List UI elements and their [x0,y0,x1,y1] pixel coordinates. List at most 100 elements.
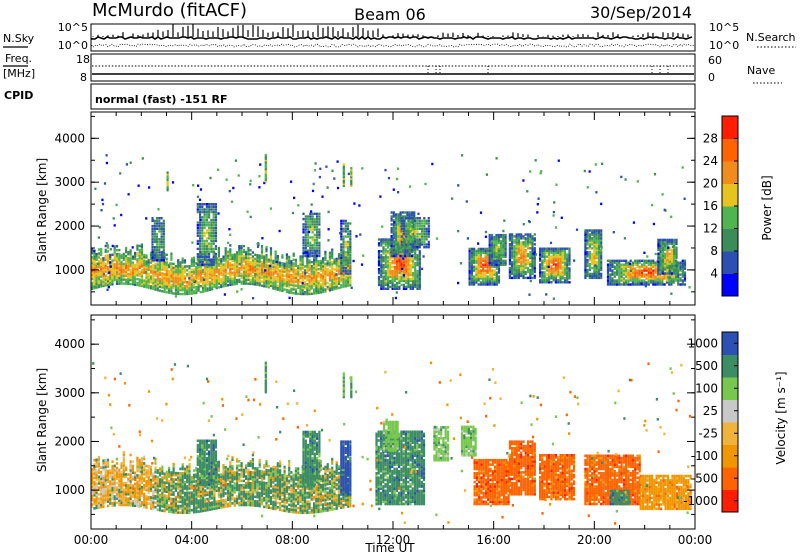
power-cell [143,253,146,257]
power-cell [515,247,518,250]
power-cell [473,255,476,258]
power-cell [199,208,202,211]
power-cell [508,237,511,240]
power-cell [326,262,329,265]
power-cell [405,232,408,236]
power-cell [416,242,419,245]
power-cell [588,237,591,240]
power-cell [256,267,259,271]
power-cell [593,262,596,266]
power-cell [210,247,213,251]
power-cell [288,281,291,284]
power-cell [127,258,130,262]
power-cell [400,240,403,244]
power-cell [413,211,416,214]
power-cell [245,252,248,256]
power-cell [158,256,161,259]
power-cell [638,273,641,276]
power-cell [297,284,300,288]
power-cell [407,240,410,244]
power-cell [389,281,392,285]
power-cell [609,267,612,270]
power-cell [643,275,646,278]
power-cell [588,247,591,250]
power-cell [418,240,421,244]
power-cell [566,273,569,276]
power-cell [240,274,243,277]
power-cell [125,264,128,268]
power-cell [475,257,478,260]
power-cell [331,169,334,172]
power-cell [584,251,587,254]
power-cell [160,251,163,254]
power-cell [272,277,275,280]
power-cell [405,238,408,241]
power-cell [531,270,534,274]
power-cell [260,276,264,279]
power-cell [529,251,532,254]
power-cell [203,216,206,219]
power-cell [675,260,678,263]
power-cell [203,234,206,237]
power-cell [656,279,659,282]
power-cell [197,271,200,274]
power-cell [408,215,411,218]
power-cell [681,267,684,270]
power-cell [138,250,141,254]
power-cell [297,268,300,272]
power-cell [418,224,421,228]
power-cell [205,203,208,206]
power-cell [490,263,494,266]
power-cell [515,253,518,256]
power-cell [149,269,153,272]
power-cell [319,291,322,294]
power-cell [306,261,309,264]
power-cell [267,284,270,287]
power-cell [242,256,245,260]
power-cell [242,244,245,248]
power-cell [384,244,387,247]
power-cell [384,242,387,245]
power-cell [659,242,662,246]
power-cell [566,265,569,268]
power-cell [290,262,293,265]
power-cell [488,235,491,239]
power-cell [163,272,166,276]
power-cell [636,271,639,274]
power-cell [559,251,562,254]
power-cell [664,252,667,255]
power-cell [251,257,254,260]
power-cell [508,276,511,280]
power-cell [158,238,161,241]
power-cell [220,269,223,273]
power-cell [313,290,316,293]
power-cell [377,244,381,247]
power-cell [377,258,381,261]
power-cell [457,184,460,187]
power-cell [179,292,182,296]
power-cell [125,270,128,273]
power-cell [504,249,507,253]
power-cell [382,283,385,287]
power-cell [233,267,236,270]
power-cell [315,282,318,285]
power-cell [408,246,411,250]
power-cell [309,228,312,231]
power-cell [344,224,347,228]
power-cell [111,275,114,278]
power-cell [308,259,311,262]
power-cell [495,275,498,278]
power-cell [389,238,392,241]
power-cell [479,273,482,276]
power-cell [301,287,304,290]
power-cell [220,262,223,265]
power-cell [149,281,153,284]
power-cell [588,243,591,246]
power-cell [597,229,601,232]
power-cell [495,247,498,251]
power-cell [318,175,321,179]
power-cell [522,255,525,258]
power-cell [152,287,155,291]
power-cell [226,256,230,259]
power-cell [231,253,234,257]
